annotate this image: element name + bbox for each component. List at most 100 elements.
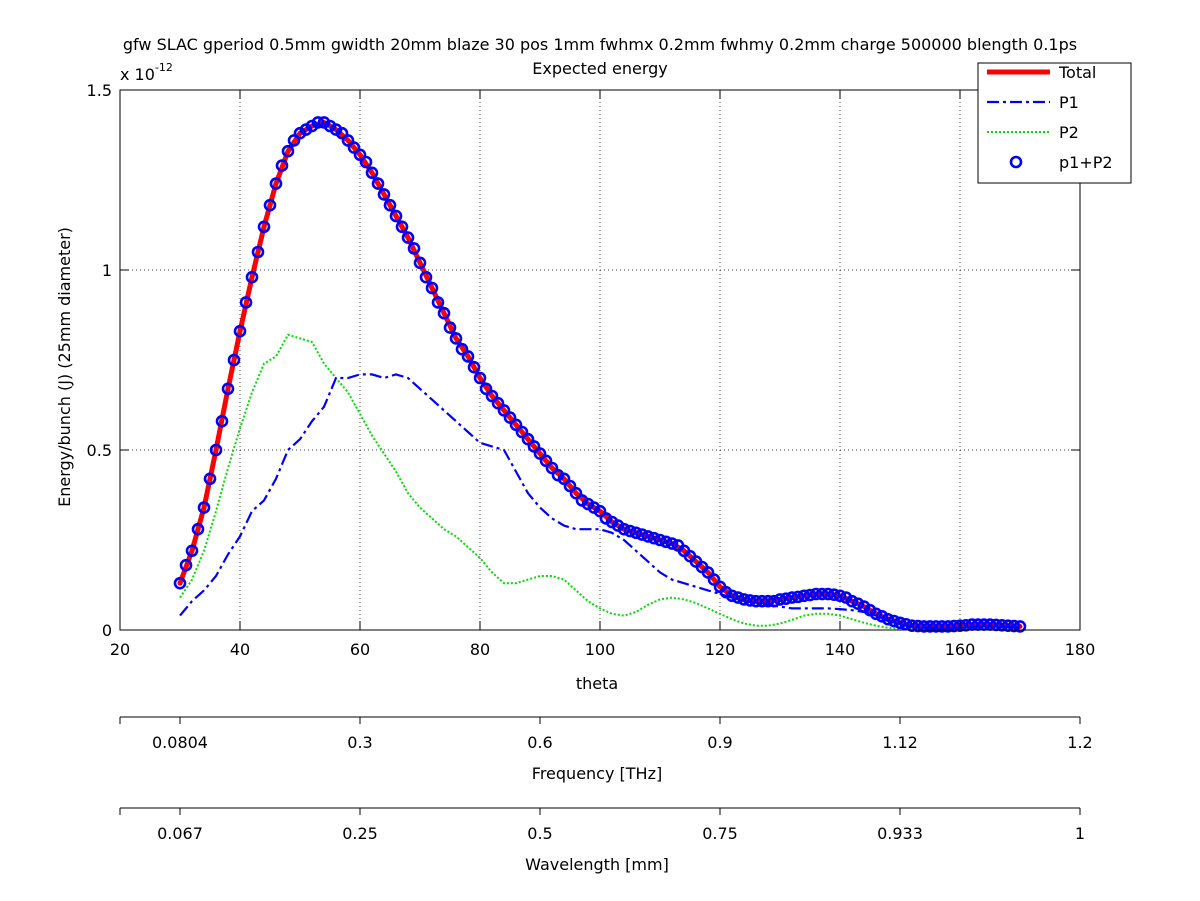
secondary-tick-label: 0.9 xyxy=(707,733,732,752)
y-tick-label: 1.5 xyxy=(87,81,112,100)
legend-swatch-p1-p2 xyxy=(1009,155,1023,169)
x-tick-label: 140 xyxy=(825,640,856,659)
series-p1-p2-point xyxy=(767,594,781,608)
secondary-tick-label: 0.3 xyxy=(347,733,372,752)
secondary-tick-label: 1 xyxy=(1075,824,1085,843)
series-p1-p2-point xyxy=(665,537,679,550)
x-tick-label: 40 xyxy=(230,640,250,659)
series-p1-p2-point xyxy=(947,619,961,633)
legend-label-p1-p2: p1+P2 xyxy=(1059,153,1113,172)
secondary-tick-label: 0.75 xyxy=(702,824,738,843)
series-p1-p2-point xyxy=(449,332,463,345)
secondary-axis-label: Frequency [THz] xyxy=(532,764,662,783)
series-p1-p2-point xyxy=(311,116,325,129)
series-p1-p2-point xyxy=(791,590,805,604)
wavelength-axis: 0.067 0.25 0.5 0.75 0.933 1 Wavelength [mm] xyxy=(119,807,1085,874)
series-p1-p2-point xyxy=(383,198,397,212)
x-tick-label: 120 xyxy=(705,640,736,659)
series-p2 xyxy=(179,333,1021,630)
secondary-tick-label: 0.25 xyxy=(342,824,378,843)
series-p1-p2-point xyxy=(875,610,889,623)
series-p1-p2-point xyxy=(377,188,391,201)
series-p1-p2-point xyxy=(899,617,913,631)
series-p1-p2-point xyxy=(485,389,499,403)
legend-label-p1: P1 xyxy=(1059,93,1079,112)
y-exponent-power: -12 xyxy=(155,61,173,74)
series-p1-p2-point xyxy=(851,597,865,611)
series-p1-p2-point xyxy=(935,620,949,633)
series-p1-p2-point xyxy=(461,350,475,363)
series-p1-p2-point xyxy=(887,614,901,628)
series-p1-p2-point xyxy=(1013,620,1027,633)
series-p1-p2-point xyxy=(881,612,895,626)
series-p1-p2-point xyxy=(653,533,667,547)
series-layer xyxy=(173,116,1027,633)
series-p1-p2-point xyxy=(185,544,199,558)
series-p1-p2-point xyxy=(911,619,925,633)
series-p1-p2-point xyxy=(821,587,835,601)
series-p1-p2-point xyxy=(527,440,541,453)
series-p1-p2-point xyxy=(725,589,739,603)
series-p1-p2-point xyxy=(1001,619,1015,632)
secondary-tick-label: 0.0804 xyxy=(152,733,208,752)
series-p1-p2-point xyxy=(221,382,235,396)
series-p1-p2-point xyxy=(353,148,367,162)
series-p1-p2-point xyxy=(593,504,607,518)
series-p1-p2-point xyxy=(1007,619,1021,633)
series-p2-line xyxy=(179,333,1021,630)
series-p1-p2-point xyxy=(761,594,775,608)
x-tick-label: 180 xyxy=(1065,640,1096,659)
grid xyxy=(120,90,1080,630)
series-p1-p2-point xyxy=(749,594,763,608)
secondary-tick-label: 1.2 xyxy=(1067,733,1092,752)
chart-subtitle: Expected energy xyxy=(532,59,667,78)
series-p1-p2-point xyxy=(359,155,373,169)
series-p1-p2-point xyxy=(191,522,205,536)
series-p1-p2-point xyxy=(209,443,223,457)
series-p1-p2-point xyxy=(731,591,745,604)
legend: Total P1 P2 p1+P2 xyxy=(977,62,1132,184)
series-p1-p2-point xyxy=(401,231,415,244)
chart-title: gfw SLAC gperiod 0.5mm gwidth 20mm blaze… xyxy=(123,35,1077,54)
series-p1-p2-point xyxy=(557,472,571,486)
series-p1-p2-point xyxy=(785,591,799,604)
series-p1-p2-point xyxy=(515,425,529,439)
series-p1-p2-point xyxy=(539,454,553,468)
series-p1-p2-point xyxy=(443,321,457,334)
x-tick-label: 80 xyxy=(470,640,490,659)
series-p1-p2-point xyxy=(923,620,937,633)
y-axis: 0 0.5 1 1.5 xyxy=(87,81,1080,640)
series-p1-p2-point xyxy=(905,619,919,632)
series-p1-p2-point xyxy=(809,587,823,601)
series-p1-p2-point xyxy=(941,620,955,633)
series-p1-p2-point xyxy=(797,589,811,603)
series-p1-p2-point xyxy=(833,589,847,603)
series-p1-p2-point xyxy=(815,587,829,601)
series-p1-p2-point xyxy=(779,592,793,605)
y-axis-label: Energy/bunch (J) (25mm diameter) xyxy=(55,227,74,507)
series-p1-p2-point xyxy=(827,588,841,602)
series-p1-p2-point xyxy=(509,418,523,432)
secondary-tick-label: 0.933 xyxy=(877,824,923,843)
series-p1-p2-point xyxy=(929,620,943,633)
series-p1-p2-point xyxy=(467,360,481,374)
x-tick-label: 100 xyxy=(585,640,616,659)
series-p1-p2-point xyxy=(953,619,967,632)
y-tick-label: 0 xyxy=(102,621,112,640)
series-p1-p2-point xyxy=(413,256,427,270)
y-exponent-label: x 10-12 xyxy=(120,61,173,84)
plot-area: 20 40 60 80 100 120 140 160 180 0 0.5 1 1.5 xyxy=(87,81,1096,659)
series-p1-p2-point xyxy=(251,245,265,259)
x-tick-label: 160 xyxy=(945,640,976,659)
series-p1-p2-point xyxy=(773,593,787,606)
series-p1-p2-point xyxy=(227,353,241,367)
series-p1-p2 xyxy=(173,116,1027,633)
series-p1-p2-point xyxy=(569,486,583,500)
series-p1-p2-point xyxy=(737,593,751,606)
legend-label-total: Total xyxy=(1058,63,1096,82)
x-tick-label: 20 xyxy=(110,640,130,659)
series-p1-p2-point xyxy=(743,594,757,607)
series-p1-p2-point xyxy=(893,616,907,630)
series-p1-p2-point xyxy=(503,411,517,424)
